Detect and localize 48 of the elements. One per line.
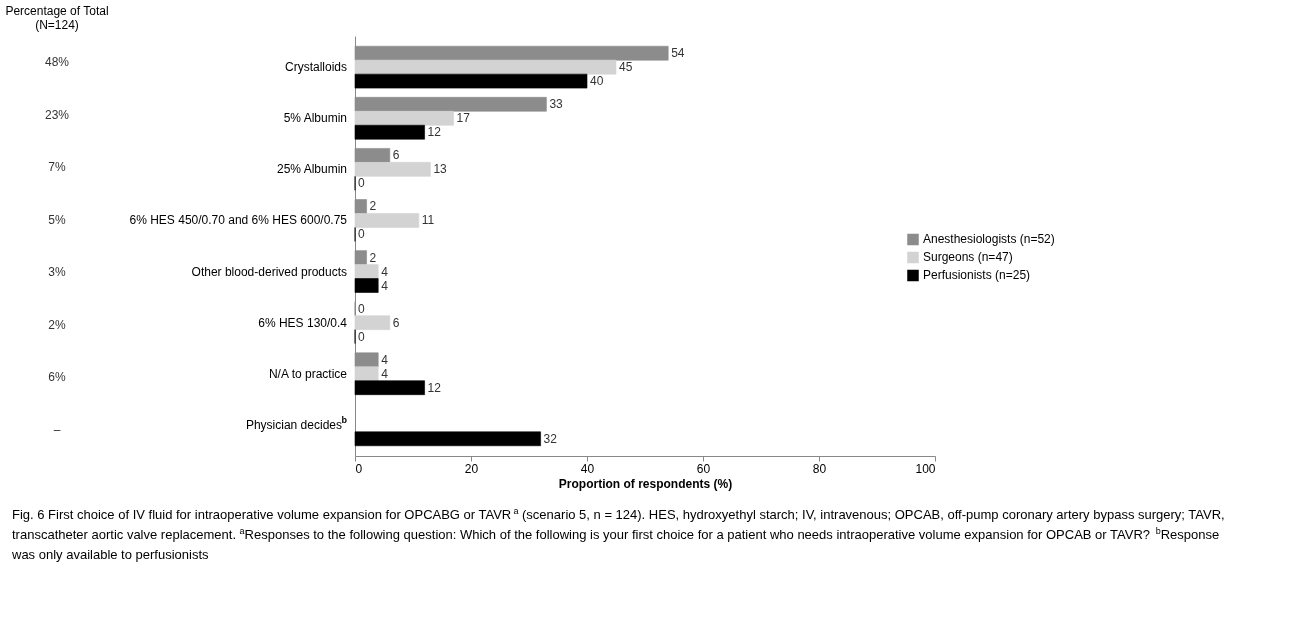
text: 3% (48, 265, 66, 280)
x-tick-label: 0 (355, 461, 363, 476)
y-tick-label: N/A to practice (268, 366, 348, 381)
data-label: 0 (358, 176, 365, 191)
data-label: 2 (369, 250, 377, 265)
legend-label: Perfusionists (n=25) (923, 268, 1031, 283)
y-tick-label: 6% HES 130/0.4 (258, 315, 348, 330)
data-label: 12 (427, 380, 442, 395)
data-label: 4 (381, 264, 389, 279)
data-label: 17 (456, 111, 471, 126)
text: 6% (48, 370, 66, 385)
text: 48% (44, 55, 70, 70)
data-label: 6 (392, 315, 400, 330)
data-label: 11 (421, 213, 435, 228)
y-tick-label: Crystalloids (284, 60, 347, 75)
legend-label: Surgeons (n=47) (923, 250, 1013, 265)
x-axis-title: Proportion of respondents (%) (558, 476, 733, 491)
data-label: 13 (433, 162, 448, 177)
text: 7% (48, 160, 66, 175)
text: Percentage of Total (N=124) (5, 4, 109, 32)
x-tick-label: 20 (464, 461, 479, 476)
x-tick-label: 80 (812, 461, 827, 476)
legend-label: Anesthesiologists (n=52) (923, 232, 1055, 247)
data-label: 4 (381, 366, 389, 381)
data-label: 40 (590, 74, 604, 89)
data-label: 0 (358, 301, 365, 316)
data-label: 4 (381, 278, 389, 293)
text: – (53, 422, 61, 437)
data-label: 32 (543, 431, 558, 446)
text: 23% (44, 107, 70, 122)
data-label: 4 (381, 352, 389, 367)
data-label: 12 (427, 125, 442, 140)
y-tick-label: 5% Albumin (283, 111, 347, 126)
text: 2% (48, 317, 66, 332)
x-tick-label: 40 (580, 461, 595, 476)
x-tick-label: 60 (696, 461, 711, 476)
data-label: 0 (358, 329, 365, 344)
x-tick-label: 100 (915, 461, 936, 476)
y-tick-label: 6% HES 450/0.70 and 6% HES 600/0.75 (129, 213, 348, 228)
text: 5% (48, 212, 66, 227)
data-label: 2 (369, 199, 377, 214)
y-tick-label: Other blood-derived products (191, 264, 347, 279)
data-label: 33 (549, 97, 564, 112)
y-tick-label: 25% Albumin (276, 162, 347, 177)
data-label: 0 (358, 227, 365, 242)
data-label: 45 (619, 60, 633, 75)
data-label: 6 (392, 148, 400, 163)
data-label: 54 (671, 46, 685, 61)
